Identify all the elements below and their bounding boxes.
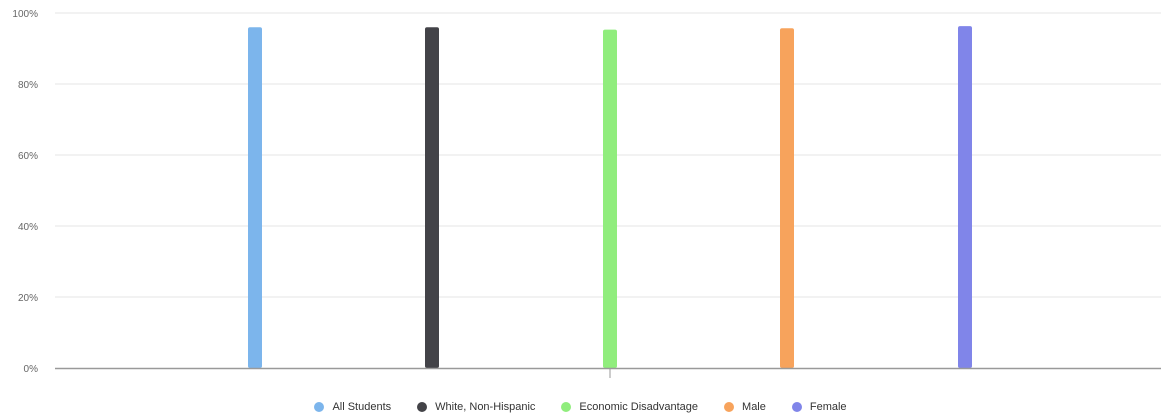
bar-white-non-hispanic[interactable] xyxy=(425,27,439,368)
y-tick-label: 0% xyxy=(24,364,39,375)
legend-item[interactable]: Economic Disadvantage xyxy=(561,401,698,413)
bars xyxy=(248,26,972,369)
legend-label: All Students xyxy=(332,401,392,413)
bar-male[interactable] xyxy=(780,28,794,368)
x-axis xyxy=(55,367,1161,378)
legend-item[interactable]: Female xyxy=(791,401,847,413)
legend-label: White, Non-Hispanic xyxy=(435,401,536,413)
y-tick-label: 40% xyxy=(18,222,38,233)
legend-item[interactable]: All Students xyxy=(314,401,391,413)
bar-all-students[interactable] xyxy=(248,27,262,368)
y-tick-label: 60% xyxy=(18,151,38,162)
y-tick-label: 100% xyxy=(12,9,38,20)
legend-label: Economic Disadvantage xyxy=(579,401,699,413)
y-tick-label: 80% xyxy=(18,80,38,91)
y-axis-ticks: 0% 20% 40% 60% 80% 100% xyxy=(12,9,38,375)
legend-marker xyxy=(314,402,325,412)
y-tick-label: 20% xyxy=(18,293,38,304)
legend-label: Male xyxy=(742,401,766,413)
legend-label: Female xyxy=(809,401,847,413)
legend-marker xyxy=(561,402,572,412)
legend-marker xyxy=(791,402,802,412)
legend-marker xyxy=(724,402,735,412)
bar-chart: 0% 20% 40% 60% 80% 100% xyxy=(12,9,1161,378)
legend-marker xyxy=(417,402,428,412)
legend: All Students White, Non-Hispanic Economic … xyxy=(0,398,1161,416)
legend-item[interactable]: Male xyxy=(724,401,766,413)
bar-economic-disadvantage[interactable] xyxy=(603,29,617,369)
legend-item[interactable]: White, Non-Hispanic xyxy=(417,401,535,413)
bar-female[interactable] xyxy=(958,26,972,368)
